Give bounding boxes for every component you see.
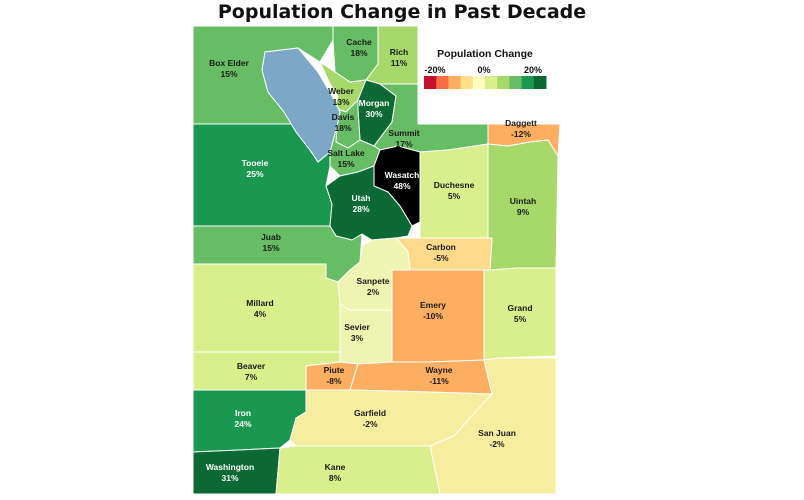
map-title: Population Change in Past Decade <box>217 1 587 23</box>
county-name-grand: Grand <box>507 303 532 313</box>
county-name-tooele: Tooele <box>242 158 269 168</box>
legend-title: Population Change <box>437 48 533 60</box>
legend-swatch <box>485 76 498 89</box>
county-value-piute: -8% <box>326 376 342 386</box>
county-name-piute: Piute <box>324 365 345 375</box>
county-shapes <box>192 25 561 495</box>
county-value-morgan: 30% <box>365 109 382 119</box>
county-name-wasatch: Wasatch <box>385 170 420 180</box>
county-name-duchesne: Duchesne <box>434 180 475 190</box>
county-name-washington: Washington <box>206 462 254 472</box>
county-name-san-juan: San Juan <box>478 428 516 438</box>
county-name-sanpete: Sanpete <box>356 276 389 286</box>
legend-swatch <box>509 76 523 89</box>
county-value-emery: -10% <box>423 311 443 321</box>
legend-swatch <box>497 76 510 89</box>
county-value-kane: 8% <box>329 473 342 483</box>
county-value-uintah: 9% <box>517 207 530 217</box>
county-value-washington: 31% <box>221 473 238 483</box>
legend-swatch <box>521 76 535 89</box>
county-name-millard: Millard <box>246 298 273 308</box>
county-name-emery: Emery <box>420 300 446 310</box>
county-value-wayne: -11% <box>429 376 449 386</box>
county-value-carbon: -5% <box>433 253 449 263</box>
county-value-salt-lake: 15% <box>337 159 354 169</box>
county-value-iron: 24% <box>234 419 251 429</box>
county-name-rich: Rich <box>390 47 408 57</box>
legend-swatch <box>424 76 437 89</box>
county-value-beaver: 7% <box>245 372 258 382</box>
county-name-garfield: Garfield <box>354 408 386 418</box>
county-value-box-elder: 15% <box>220 69 237 79</box>
county-wayne[interactable] <box>349 359 493 395</box>
county-name-wayne: Wayne <box>425 365 452 375</box>
county-name-davis: Davis <box>332 112 355 122</box>
county-name-juab: Juab <box>261 232 281 242</box>
county-value-cache: 18% <box>350 48 367 58</box>
county-value-millard: 4% <box>254 309 267 319</box>
county-kane[interactable] <box>275 445 441 495</box>
county-value-weber: 13% <box>332 97 349 107</box>
county-value-san-juan: -2% <box>489 439 505 449</box>
county-value-rich: 11% <box>391 58 408 68</box>
legend-swatch <box>460 76 474 89</box>
county-name-beaver: Beaver <box>237 361 266 371</box>
county-value-duchesne: 5% <box>448 191 461 201</box>
county-sevier[interactable] <box>339 303 393 365</box>
county-value-davis: 18% <box>334 123 351 133</box>
county-name-uintah: Uintah <box>510 196 536 206</box>
county-value-utah: 28% <box>352 204 369 214</box>
county-value-garfield: -2% <box>362 419 378 429</box>
county-name-summit: Summit <box>388 128 419 138</box>
legend-swatch <box>533 76 547 89</box>
great-salt-lake <box>261 47 341 163</box>
legend-tick-mid: 0% <box>477 65 490 75</box>
legend-swatch <box>472 76 486 89</box>
county-value-sanpete: 2% <box>367 287 380 297</box>
county-name-weber: Weber <box>328 86 355 96</box>
county-name-salt-lake: Salt Lake <box>327 148 365 158</box>
county-value-daggett: -12% <box>511 129 531 139</box>
legend-color-bar <box>424 76 547 89</box>
county-value-juab: 15% <box>262 243 279 253</box>
county-salt-lake[interactable] <box>329 125 381 177</box>
county-name-cache: Cache <box>346 37 372 47</box>
legend-tick-min: -20% <box>424 65 445 75</box>
county-san-juan[interactable] <box>429 357 557 495</box>
county-name-box-elder: Box Elder <box>209 58 249 68</box>
county-millard[interactable] <box>192 263 341 353</box>
county-name-kane: Kane <box>325 462 346 472</box>
county-name-morgan: Morgan <box>359 98 390 108</box>
legend-swatch <box>436 76 449 89</box>
county-value-sevier: 3% <box>351 333 364 343</box>
county-name-daggett: Daggett <box>505 118 537 128</box>
county-value-tooele: 25% <box>246 169 263 179</box>
county-name-sevier: Sevier <box>344 322 370 332</box>
county-value-summit: 17% <box>395 139 412 149</box>
county-name-carbon: Carbon <box>426 242 456 252</box>
county-name-utah: Utah <box>352 193 371 203</box>
county-value-grand: 5% <box>514 314 527 324</box>
county-name-iron: Iron <box>235 408 251 418</box>
legend-swatch <box>448 76 462 89</box>
color-legend: Population Change -20% 0% 20% <box>424 48 547 89</box>
legend-tick-max: 20% <box>524 65 542 75</box>
county-value-wasatch: 48% <box>393 181 410 191</box>
